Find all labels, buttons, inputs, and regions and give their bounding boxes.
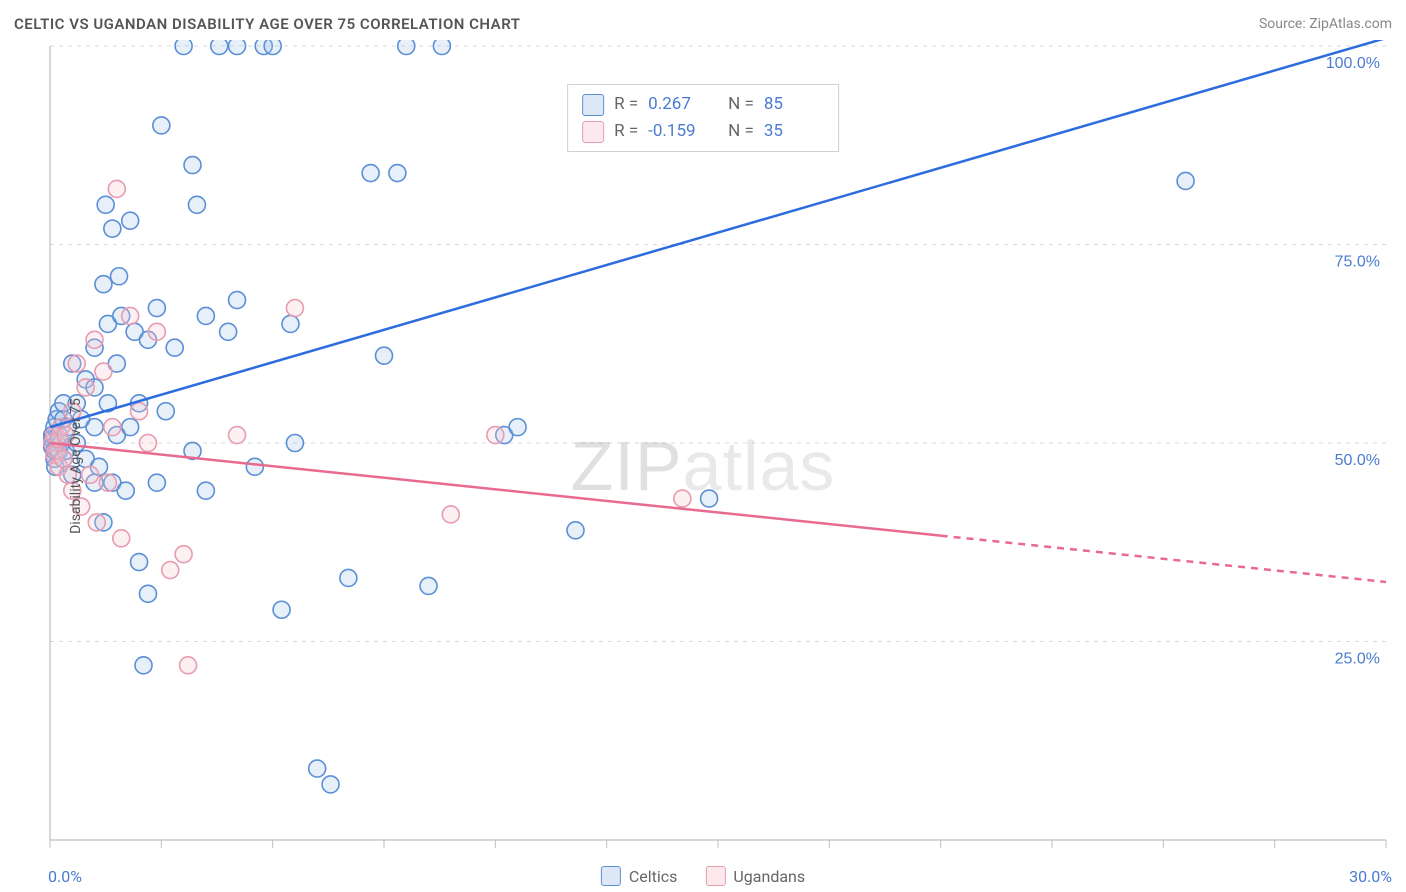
scatter-chart-svg: 25.0% 50.0% 75.0% 100.0% bbox=[0, 40, 1406, 892]
legend-item-celtics: Celtics bbox=[601, 866, 678, 886]
svg-text:50.0%: 50.0% bbox=[1335, 452, 1380, 469]
corr-row-ugandans: R =-0.159N =35 bbox=[582, 118, 824, 145]
svg-text:100.0%: 100.0% bbox=[1326, 55, 1380, 72]
legend-item-ugandans: Ugandans bbox=[705, 866, 805, 886]
chart-source: Source: ZipAtlas.com bbox=[1259, 16, 1392, 32]
x-axis-max-label: 30.0% bbox=[1349, 867, 1392, 886]
chart-area: Disability Age Over 75 25.0% 50.0% 75.0% 10… bbox=[0, 40, 1406, 892]
y-axis-label: Disability Age Over 75 bbox=[68, 398, 84, 534]
svg-text:75.0%: 75.0% bbox=[1335, 254, 1380, 271]
corr-row-celtics: R =0.267N =85 bbox=[582, 91, 824, 118]
x-axis-min-label: 0.0% bbox=[48, 867, 82, 886]
correlation-legend: R =0.267N =85R =-0.159N =35 bbox=[567, 84, 839, 152]
svg-text:25.0%: 25.0% bbox=[1335, 651, 1380, 668]
chart-title: CELTIC VS UGANDAN DISABILITY AGE OVER 75… bbox=[14, 15, 520, 33]
series-legend: Celtics Ugandans bbox=[601, 866, 805, 886]
